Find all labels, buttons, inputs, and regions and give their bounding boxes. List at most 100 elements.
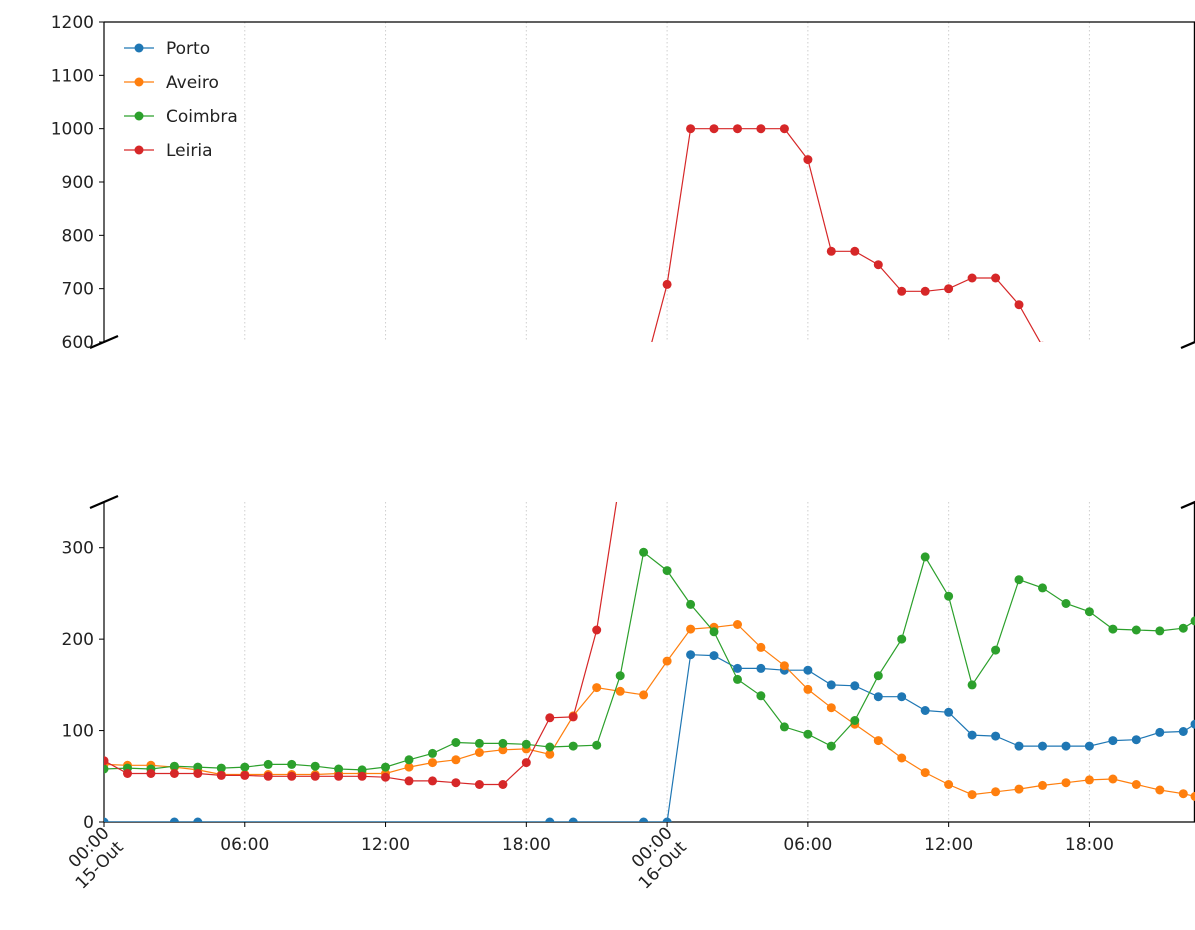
data-point-aveiro (850, 600, 859, 609)
data-point-coimbra (592, 740, 602, 750)
data-point-porto (1015, 613, 1024, 622)
data-point-porto (193, 658, 202, 667)
x-tick-label: 12:00 (361, 835, 410, 855)
data-point-coimbra (1061, 599, 1071, 608)
data-point-leiria (873, 260, 883, 270)
data-point-leiria (498, 636, 507, 645)
data-point-coimbra (615, 671, 625, 681)
data-point-aveiro (639, 583, 648, 592)
data-point-leiria (944, 284, 954, 294)
data-point-coimbra (451, 611, 460, 620)
data-point-porto (850, 681, 860, 691)
data-point-coimbra (897, 634, 907, 644)
data-point-leiria (428, 634, 437, 643)
data-point-leiria (568, 712, 578, 722)
data-point-leiria (381, 772, 390, 782)
data-point-coimbra (193, 762, 203, 772)
data-point-coimbra (1108, 624, 1118, 634)
data-point-aveiro (1084, 775, 1094, 785)
data-point-leiria (193, 769, 203, 778)
legend-label-aveiro: Aveiro (166, 73, 219, 93)
data-point-coimbra (287, 759, 297, 769)
data-point-coimbra (569, 613, 578, 622)
data-point-aveiro (991, 787, 1001, 797)
data-point-coimbra (709, 627, 719, 637)
data-point-porto (1038, 741, 1047, 751)
data-point-coimbra (968, 578, 977, 587)
data-point-coimbra (310, 761, 320, 771)
data-point-aveiro (921, 629, 930, 638)
data-point-coimbra (920, 552, 930, 562)
data-point-aveiro (615, 686, 625, 696)
data-point-porto (1062, 613, 1071, 622)
data-point-aveiro (545, 749, 555, 759)
y-tick-label-upper: 1100 (51, 66, 94, 86)
data-point-aveiro (616, 581, 625, 590)
data-point-coimbra (521, 739, 531, 749)
data-point-aveiro (1108, 632, 1117, 641)
data-point-leiria (1014, 300, 1024, 310)
data-point-aveiro (146, 624, 155, 633)
data-point-porto (874, 584, 883, 593)
data-point-leiria (686, 124, 696, 134)
data-point-leiria (146, 629, 155, 638)
data-point-aveiro (451, 755, 461, 765)
data-point-aveiro (1038, 636, 1047, 645)
data-point-porto (756, 568, 765, 577)
data-point-aveiro (498, 615, 507, 624)
data-point-porto (709, 651, 719, 661)
data-point-aveiro (1179, 641, 1188, 650)
data-point-aveiro (1014, 784, 1024, 794)
data-point-aveiro (968, 642, 977, 651)
data-point-leiria (756, 124, 766, 134)
data-point-leiria (545, 597, 554, 606)
data-point-porto (569, 658, 578, 667)
data-point-aveiro (803, 580, 812, 589)
data-point-leiria (405, 634, 414, 643)
data-point-aveiro (662, 656, 672, 666)
y-tick-label-upper: 800 (62, 226, 94, 246)
data-point-porto (1131, 735, 1141, 745)
data-point-aveiro (170, 626, 179, 635)
data-point-coimbra (193, 626, 202, 635)
data-point-coimbra (873, 671, 883, 681)
data-point-coimbra (522, 612, 531, 621)
data-point-leiria (334, 771, 344, 781)
legend-marker-aveiro (134, 77, 144, 87)
legend-label-leiria: Leiria (166, 141, 212, 161)
data-point-leiria (310, 771, 320, 781)
data-point-porto (1038, 613, 1047, 622)
y-tick-label-lower: 300 (62, 539, 94, 559)
data-point-porto (733, 568, 742, 577)
data-point-leiria (217, 630, 226, 639)
data-point-aveiro (428, 623, 437, 632)
legend-label-porto: Porto (166, 39, 210, 59)
data-point-aveiro (264, 630, 273, 639)
data-point-coimbra (874, 572, 883, 581)
lower-panel-series (104, 136, 1195, 822)
data-point-aveiro (1061, 778, 1071, 788)
data-point-leiria (874, 136, 883, 145)
data-point-leiria (123, 769, 132, 778)
data-point-porto (686, 650, 696, 660)
data-point-porto (1084, 741, 1094, 751)
data-point-porto (756, 663, 766, 673)
data-point-aveiro (1190, 791, 1195, 801)
data-point-aveiro (1132, 636, 1141, 645)
data-point-coimbra (405, 621, 414, 630)
data-point-leiria (104, 756, 109, 766)
data-point-aveiro (944, 780, 954, 789)
data-point-aveiro (827, 591, 836, 600)
data-point-aveiro (287, 630, 296, 639)
data-point-aveiro (874, 610, 883, 619)
data-point-porto (1155, 727, 1165, 737)
data-point-aveiro (639, 690, 649, 700)
data-point-aveiro (780, 566, 789, 575)
data-point-aveiro (569, 596, 578, 605)
series-line-aveiro-upper (104, 547, 1195, 647)
data-point-leiria (475, 636, 484, 645)
data-point-coimbra (334, 764, 344, 774)
data-point-leiria (850, 246, 860, 256)
data-point-leiria (897, 286, 907, 296)
data-point-coimbra (1014, 575, 1024, 585)
